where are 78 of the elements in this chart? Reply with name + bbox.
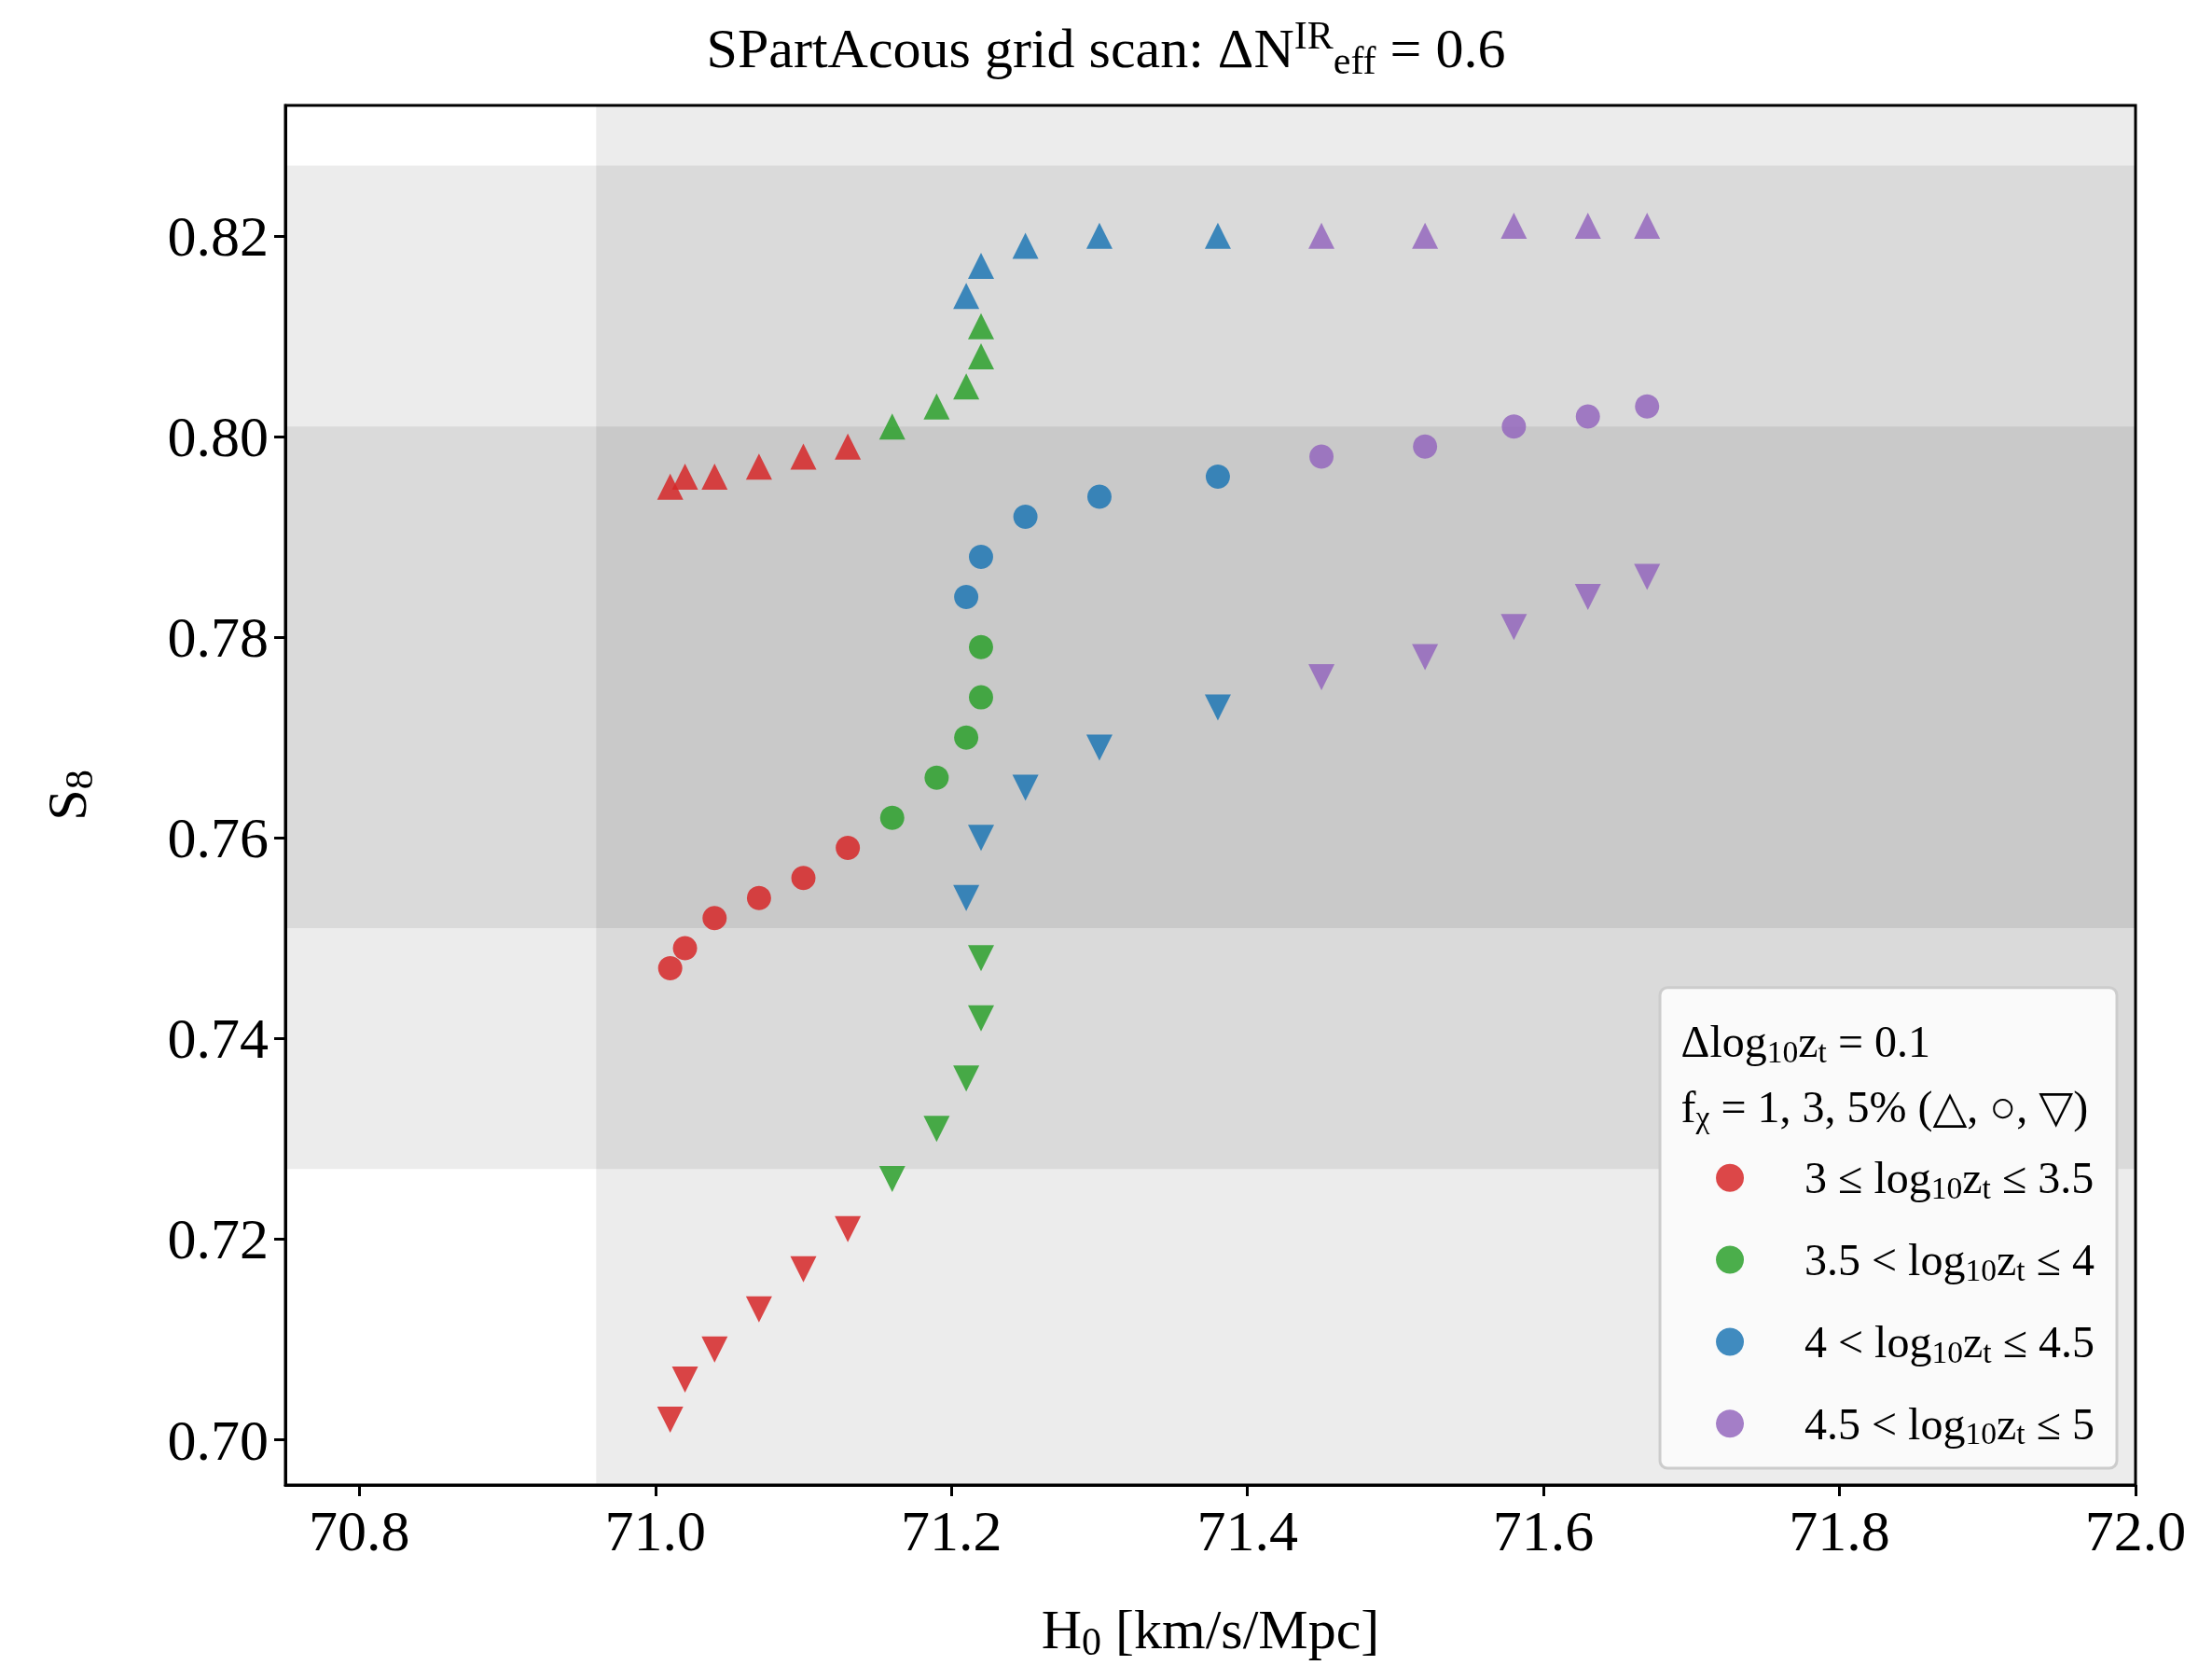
point [878, 413, 906, 440]
y-tick-label: 0.70 [167, 1408, 269, 1472]
point [1574, 213, 1601, 240]
point [671, 1367, 698, 1394]
point [1412, 222, 1439, 249]
point [1309, 444, 1334, 469]
point [701, 1336, 728, 1363]
point [879, 805, 905, 830]
point [657, 956, 683, 981]
point [745, 453, 772, 480]
point [1413, 434, 1438, 459]
x-tick-label: 70.8 [309, 1499, 410, 1562]
point [953, 373, 980, 400]
point [1635, 394, 1660, 419]
x-tick-label: 71.6 [1492, 1499, 1595, 1562]
point [671, 463, 698, 490]
point [953, 884, 980, 911]
point [835, 1215, 862, 1242]
point [953, 283, 980, 310]
point [745, 1296, 772, 1323]
point [657, 473, 684, 500]
point [1308, 222, 1335, 249]
point [1500, 614, 1528, 641]
point [923, 1116, 950, 1143]
point [1500, 213, 1528, 240]
y-tick-label: 0.78 [167, 605, 269, 670]
point [967, 342, 994, 369]
point [967, 253, 994, 280]
point [791, 866, 816, 891]
point [1085, 734, 1113, 761]
point [1204, 694, 1231, 721]
point [969, 545, 993, 570]
point [657, 1407, 684, 1434]
point [954, 585, 979, 610]
point [1412, 644, 1439, 671]
x-tick-label: 71.0 [604, 1499, 707, 1562]
point [923, 393, 950, 420]
x-tick-label: 71.8 [1789, 1499, 1890, 1562]
y-tick-label: 0.74 [167, 1006, 269, 1071]
point [1575, 404, 1600, 429]
point [967, 1005, 994, 1032]
point [672, 936, 698, 961]
point [1308, 664, 1335, 691]
point [1086, 484, 1112, 509]
point [1634, 563, 1661, 590]
point [790, 1256, 817, 1283]
point [969, 685, 993, 710]
point [790, 443, 817, 470]
point [1012, 774, 1039, 801]
point [967, 825, 994, 852]
y-tick-label: 0.72 [167, 1207, 269, 1271]
point [878, 1165, 906, 1192]
point [836, 835, 861, 860]
point [1634, 213, 1661, 240]
point [924, 765, 949, 790]
point [1205, 464, 1230, 489]
point [702, 906, 727, 931]
y-tick-label: 0.76 [167, 806, 269, 870]
y-tick-label: 0.82 [167, 203, 269, 268]
x-tick-label: 71.4 [1196, 1499, 1298, 1562]
point [701, 463, 728, 490]
point [967, 312, 994, 340]
point [954, 725, 979, 750]
point [1501, 414, 1527, 439]
point [953, 1065, 980, 1092]
point [835, 433, 862, 460]
point [1012, 232, 1039, 259]
point [746, 885, 771, 910]
point [969, 634, 993, 659]
point [1085, 222, 1113, 249]
point [1574, 584, 1601, 611]
y-tick-label: 0.80 [167, 404, 269, 468]
point [1204, 222, 1231, 249]
point [967, 945, 994, 972]
y-axis-title: S8 [35, 770, 101, 821]
point [1013, 505, 1038, 529]
x-tick-label: 72.0 [2084, 1499, 2187, 1562]
x-tick-label: 71.2 [900, 1499, 1002, 1562]
